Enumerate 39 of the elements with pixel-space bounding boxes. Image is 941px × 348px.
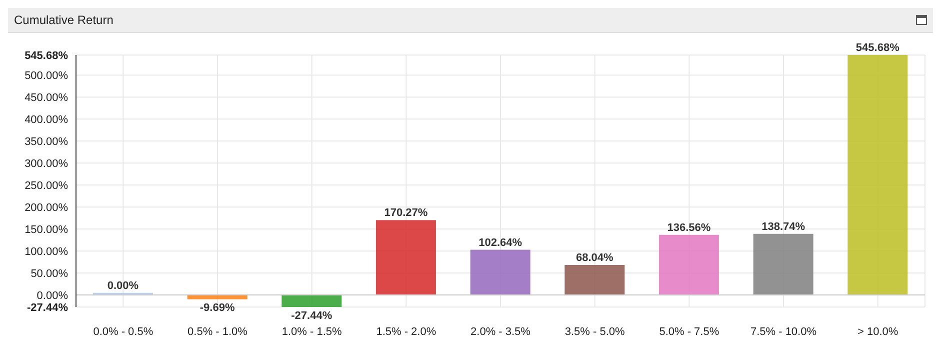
data-label: -9.69% bbox=[200, 302, 235, 314]
y-tick-label: 400.00% bbox=[24, 114, 68, 126]
y-tick-label: 500.00% bbox=[24, 70, 68, 82]
y-tick-label: 0.00% bbox=[36, 290, 68, 302]
data-label: -27.44% bbox=[291, 310, 332, 322]
x-tick-label: 1.0% - 1.5% bbox=[282, 326, 342, 338]
y-tick-label: 300.00% bbox=[24, 158, 68, 170]
data-label: 0.00% bbox=[107, 280, 139, 292]
data-label: 102.64% bbox=[478, 236, 522, 249]
x-tick-label: 7.5% - 10.0% bbox=[750, 326, 817, 338]
bar bbox=[564, 265, 625, 295]
bar bbox=[470, 250, 530, 295]
y-tick-label: 150.00% bbox=[24, 224, 68, 236]
data-label: 136.56% bbox=[667, 222, 711, 234]
x-tick-label: 2.0% - 3.5% bbox=[470, 326, 531, 338]
y-tick-label: 250.00% bbox=[24, 180, 68, 192]
y-tick-label: 50.00% bbox=[30, 268, 68, 280]
data-label: 68.04% bbox=[576, 252, 614, 264]
bar bbox=[753, 234, 814, 295]
x-tick-label: 3.5% - 5.0% bbox=[564, 326, 626, 338]
x-tick-label: 0.0% - 0.5% bbox=[93, 326, 154, 338]
bar bbox=[658, 234, 719, 295]
chart-title: Cumulative Return bbox=[14, 13, 114, 27]
data-label: 170.27% bbox=[384, 207, 428, 220]
y-tick-label: 350.00% bbox=[24, 136, 68, 148]
data-label: 138.74% bbox=[762, 220, 806, 233]
bar bbox=[848, 55, 908, 295]
x-tick-label: 1.5% - 2.0% bbox=[376, 326, 436, 338]
y-tick-label: 100.00% bbox=[24, 246, 68, 258]
y-tick-label: -27.44% bbox=[27, 302, 68, 314]
y-tick-label: 545.68% bbox=[24, 50, 68, 62]
x-tick-label: 5.0% - 7.5% bbox=[659, 326, 720, 338]
bar bbox=[282, 294, 342, 307]
x-tick-label: 0.5% - 1.0% bbox=[188, 326, 248, 338]
x-tick-label: > 10.0% bbox=[857, 326, 898, 338]
data-label: 545.68% bbox=[856, 42, 900, 54]
bar bbox=[376, 220, 436, 295]
y-tick-label: 200.00% bbox=[24, 202, 68, 214]
y-tick-label: 450.00% bbox=[24, 92, 68, 104]
